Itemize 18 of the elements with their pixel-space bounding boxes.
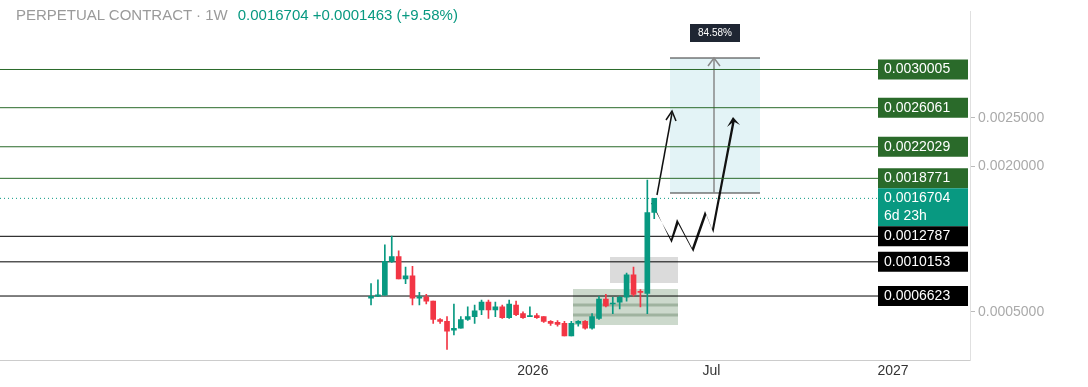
x-tick-label: Jul <box>702 362 721 379</box>
ref-line-label: 0.0018771 <box>884 169 951 186</box>
ref-line-label: 0.0012787 <box>884 227 951 244</box>
x-tick-label: 2027 <box>877 362 909 379</box>
ref-line-label: 0.0026061 <box>884 98 951 115</box>
y-tick-label: 0.0020000 <box>978 157 1045 174</box>
chart-title: PERPETUAL CONTRACT · 1W <box>16 6 228 23</box>
ref-line-label: 0.0016704 <box>884 189 951 206</box>
annotation: 6d 23h <box>884 207 927 224</box>
annotation: 84.58% <box>698 26 733 38</box>
ref-line-label: 0.0006623 <box>884 286 951 303</box>
ref-line-label: 0.0030005 <box>884 60 951 77</box>
chart-subtitle: 0.0016704 +0.0001463 (+9.58%) <box>237 6 458 23</box>
x-tick-label: 2026 <box>517 362 549 379</box>
y-tick-label: 0.0005000 <box>978 302 1045 319</box>
ref-line-label: 0.0022029 <box>884 137 951 154</box>
y-tick-label: 0.0025000 <box>978 108 1045 125</box>
ref-line-label: 0.0010153 <box>884 252 951 269</box>
